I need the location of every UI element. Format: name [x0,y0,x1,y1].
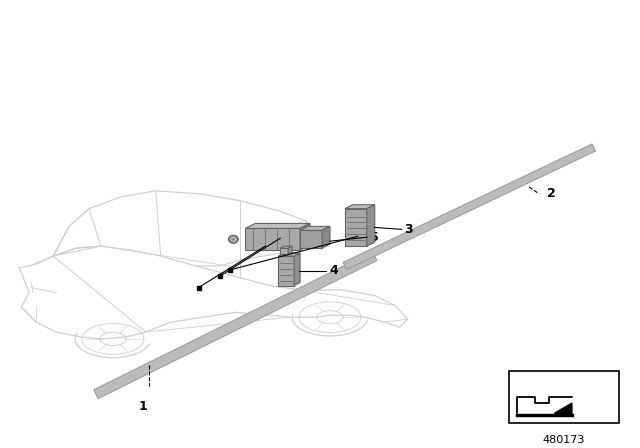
Polygon shape [245,224,310,228]
Polygon shape [555,403,572,415]
Polygon shape [300,224,310,250]
Polygon shape [322,226,330,248]
Polygon shape [280,246,292,248]
Polygon shape [300,230,322,248]
Text: 3: 3 [404,223,413,236]
Polygon shape [345,209,367,246]
Polygon shape [288,246,292,254]
Polygon shape [228,235,238,243]
Text: 2: 2 [547,187,556,200]
Polygon shape [280,248,288,254]
Polygon shape [367,205,375,246]
Text: 1: 1 [138,400,147,413]
Bar [509,371,619,423]
Polygon shape [345,205,375,209]
Polygon shape [93,252,377,399]
Polygon shape [278,253,300,256]
Text: 5: 5 [370,231,378,244]
Polygon shape [245,228,300,250]
Text: 480173: 480173 [543,435,585,445]
Polygon shape [343,144,596,269]
Polygon shape [278,256,294,286]
Text: 4: 4 [329,264,338,277]
Polygon shape [294,253,300,286]
Polygon shape [300,226,330,230]
